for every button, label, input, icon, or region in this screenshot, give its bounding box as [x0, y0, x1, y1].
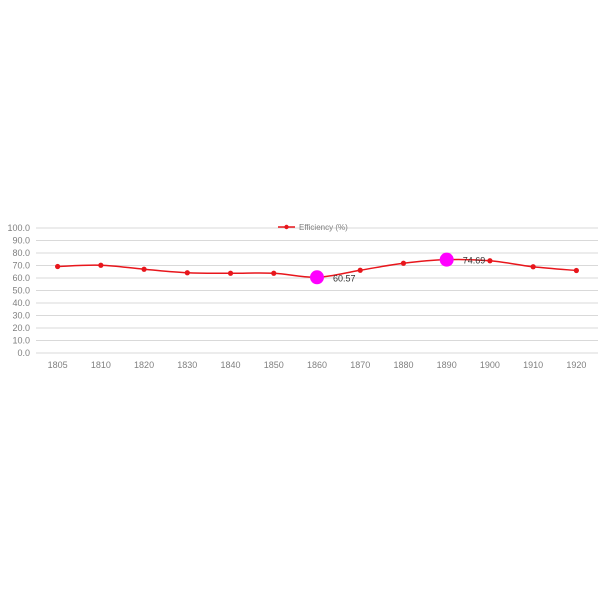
y-tick-label: 20.0 [12, 323, 30, 333]
legend-dot-marker [284, 224, 289, 230]
x-axis-ticks: 1805 1810 1820 1830 1840 1850 1860 1870 1880 1890… [48, 360, 587, 370]
x-tick-label: 1850 [264, 360, 284, 370]
y-tick-label: 70.0 [12, 261, 30, 271]
legend-label: Efficiency (%) [299, 223, 348, 232]
data-point [184, 270, 190, 276]
x-tick-label: 1920 [566, 360, 586, 370]
x-tick-label: 1870 [350, 360, 370, 370]
x-tick-label: 1820 [134, 360, 154, 370]
y-tick-label: 50.0 [12, 286, 30, 296]
y-tick-label: 10.0 [12, 336, 30, 346]
x-tick-label: 1880 [393, 360, 413, 370]
data-point [98, 262, 104, 268]
grid-lines [36, 227, 598, 354]
y-tick-label: 40.0 [12, 298, 30, 308]
y-axis-ticks: 0.0 10.0 20.0 30.0 40.0 50.0 60.0 70.0 80.0 90.0 1… [7, 223, 30, 358]
highlight-point [310, 270, 324, 285]
data-point [487, 258, 493, 264]
data-point [573, 267, 579, 274]
y-tick-label: 0.0 [17, 348, 30, 358]
y-tick-label: 60.0 [12, 273, 30, 283]
y-tick-label: 100.0 [7, 223, 30, 233]
x-tick-label: 1805 [48, 360, 68, 370]
x-tick-label: 1900 [480, 360, 500, 370]
data-point [271, 270, 277, 276]
highlight-points: 60.57 74.69 [310, 252, 486, 285]
y-tick-label: 30.0 [12, 311, 30, 321]
x-tick-label: 1830 [177, 360, 197, 370]
data-point [141, 266, 147, 272]
data-point [400, 260, 407, 266]
y-tick-label: 90.0 [12, 236, 30, 246]
y-tick-label: 80.0 [12, 248, 30, 258]
data-label: 74.69 [463, 256, 486, 266]
x-tick-label: 1910 [523, 360, 543, 370]
data-point [530, 264, 536, 270]
x-tick-label: 1890 [437, 360, 457, 370]
x-tick-label: 1840 [221, 360, 241, 370]
legend: Efficiency (%) [278, 223, 348, 232]
x-tick-label: 1860 [307, 360, 327, 370]
data-label: 60.57 [333, 273, 356, 283]
data-point [55, 263, 61, 270]
x-tick-label: 1810 [91, 360, 111, 370]
highlight-point [439, 252, 454, 267]
data-point [357, 267, 363, 273]
data-point [227, 270, 234, 276]
